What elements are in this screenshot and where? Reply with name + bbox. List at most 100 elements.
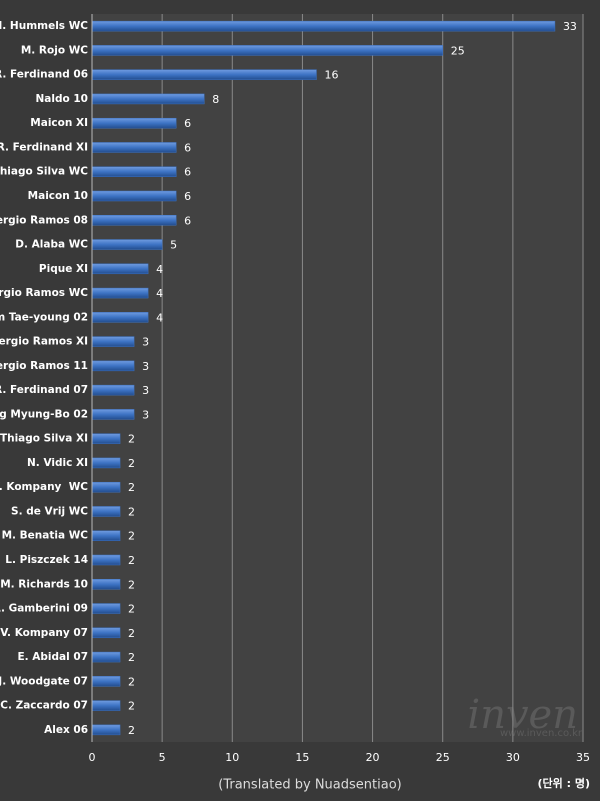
bar xyxy=(91,530,121,541)
y-tick-label: N. Vidic XI xyxy=(27,457,88,469)
bar xyxy=(91,263,149,275)
bar xyxy=(91,69,317,80)
value-label: 6 xyxy=(184,141,191,154)
unit-note: (단위 : 명) xyxy=(538,776,590,790)
bar xyxy=(91,554,121,566)
y-tick-label: V. Kompany WC xyxy=(0,481,88,493)
watermark-url: www.inven.co.kr xyxy=(500,728,583,739)
value-label: 3 xyxy=(142,384,149,397)
y-tick-label: Maicon 10 xyxy=(28,190,88,202)
value-label: 2 xyxy=(128,724,135,737)
x-tick-label: 10 xyxy=(225,751,239,764)
value-label: 3 xyxy=(142,408,149,421)
bar xyxy=(91,360,135,372)
value-label: 3 xyxy=(142,336,149,349)
bar xyxy=(91,287,149,299)
y-tick-label: Sergio Ramos XI xyxy=(0,336,88,348)
bar xyxy=(91,117,177,129)
x-tick-label: 15 xyxy=(295,751,309,764)
bar xyxy=(91,603,121,614)
value-label: 4 xyxy=(156,287,163,300)
value-label: 6 xyxy=(184,117,191,130)
bar xyxy=(91,457,121,469)
y-tick-label: Hong Myung-Bo 02 xyxy=(0,408,88,420)
y-tick-label: J. Woodgate 07 xyxy=(0,675,88,687)
value-label: 2 xyxy=(128,457,135,470)
y-tick-label: M. Rojo WC xyxy=(21,44,88,56)
y-tick-label: Thiago Silva WC xyxy=(0,166,88,178)
y-tick-label: Thiago Silva XI xyxy=(0,433,88,445)
bar xyxy=(91,627,121,639)
y-tick-label: M. Richards 10 xyxy=(0,578,88,590)
bar xyxy=(91,384,135,396)
bar xyxy=(91,724,121,736)
y-tick-label: M. Hummels WC xyxy=(0,20,88,32)
x-tick-label: 0 xyxy=(89,751,96,764)
value-label: 6 xyxy=(184,214,191,227)
bar xyxy=(91,142,177,153)
value-label: 16 xyxy=(324,69,338,82)
value-label: 2 xyxy=(128,505,135,518)
value-label: 2 xyxy=(128,578,135,591)
value-label: 2 xyxy=(128,481,135,494)
y-tick-label: Kim Tae-young 02 xyxy=(0,311,88,323)
y-tick-label: Sergio Ramos 11 xyxy=(0,360,88,372)
bar xyxy=(91,409,135,420)
bar xyxy=(91,93,205,105)
bar xyxy=(91,336,135,347)
value-label: 2 xyxy=(128,627,135,640)
y-tick-label: Maicon XI xyxy=(30,117,88,129)
translator-note: (Translated by Nuadsentiao) xyxy=(218,778,401,793)
x-tick-label: 25 xyxy=(436,751,450,764)
y-tick-label: Naldo 10 xyxy=(36,93,88,105)
x-tick-label: 20 xyxy=(366,751,380,764)
value-label: 25 xyxy=(451,44,465,57)
x-tick-label: 35 xyxy=(576,751,590,764)
bar xyxy=(91,166,177,177)
y-tick-label: Alex 06 xyxy=(44,724,88,736)
value-label: 8 xyxy=(212,93,219,106)
y-tick-label: C. Zaccardo 07 xyxy=(0,700,88,712)
bar xyxy=(91,506,121,517)
x-tick-label: 30 xyxy=(506,751,520,764)
value-label: 6 xyxy=(184,190,191,203)
y-tick-label: R. Ferdinand 07 xyxy=(0,384,88,396)
bar xyxy=(91,239,163,250)
bar xyxy=(91,45,443,56)
plot-area xyxy=(92,14,583,742)
value-label: 3 xyxy=(142,360,149,373)
value-label: 4 xyxy=(156,311,163,324)
y-tick-label: M. Benatia WC xyxy=(2,530,89,542)
value-label: 2 xyxy=(128,603,135,616)
value-label: 5 xyxy=(170,239,177,252)
y-tick-label: Pique XI xyxy=(39,263,88,275)
bar xyxy=(91,481,121,493)
bar xyxy=(91,700,121,711)
watermark: inven xyxy=(467,692,578,738)
value-label: 2 xyxy=(128,554,135,567)
value-label: 2 xyxy=(128,530,135,543)
y-tick-label: L. Piszczek 14 xyxy=(5,554,88,566)
bar xyxy=(91,651,121,663)
y-tick-label: A. Gamberini 09 xyxy=(0,603,88,615)
bar xyxy=(91,20,556,32)
value-label: 6 xyxy=(184,166,191,179)
bar xyxy=(91,676,121,687)
bar xyxy=(91,190,177,202)
bar xyxy=(91,579,121,590)
value-label: 2 xyxy=(128,433,135,446)
y-tick-label: R. Ferdinand 06 xyxy=(0,69,88,81)
value-label: 4 xyxy=(156,263,163,276)
y-tick-label: E. Abidal 07 xyxy=(17,651,88,663)
y-tick-label: S. de Vrij WC xyxy=(11,505,88,517)
y-tick-label: R. Ferdinand XI xyxy=(0,141,88,153)
y-tick-label: Sergio Ramos 08 xyxy=(0,214,88,226)
x-tick-label: 5 xyxy=(159,751,166,764)
y-tick-label: D. Alaba WC xyxy=(15,239,88,251)
bar xyxy=(91,433,121,444)
y-tick-label: V. Kompany 07 xyxy=(0,627,88,639)
bar xyxy=(91,312,149,323)
value-label: 33 xyxy=(563,20,577,33)
bar xyxy=(91,215,177,226)
